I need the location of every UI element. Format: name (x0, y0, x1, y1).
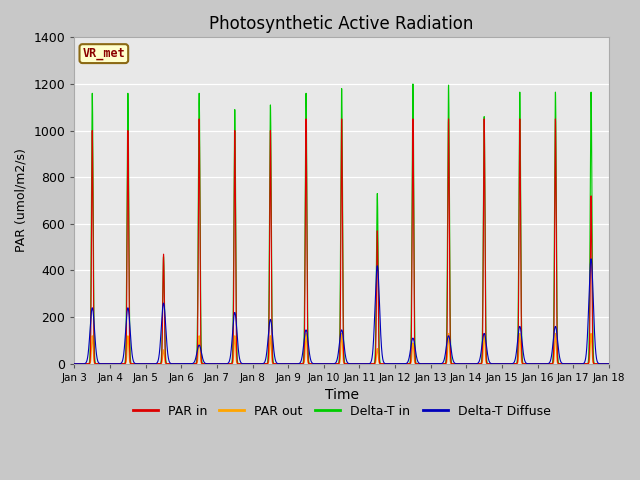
Y-axis label: PAR (umol/m2/s): PAR (umol/m2/s) (15, 149, 28, 252)
Title: Photosynthetic Active Radiation: Photosynthetic Active Radiation (209, 15, 474, 33)
X-axis label: Time: Time (324, 388, 358, 402)
Text: VR_met: VR_met (83, 47, 125, 60)
Legend: PAR in, PAR out, Delta-T in, Delta-T Diffuse: PAR in, PAR out, Delta-T in, Delta-T Dif… (127, 400, 556, 423)
